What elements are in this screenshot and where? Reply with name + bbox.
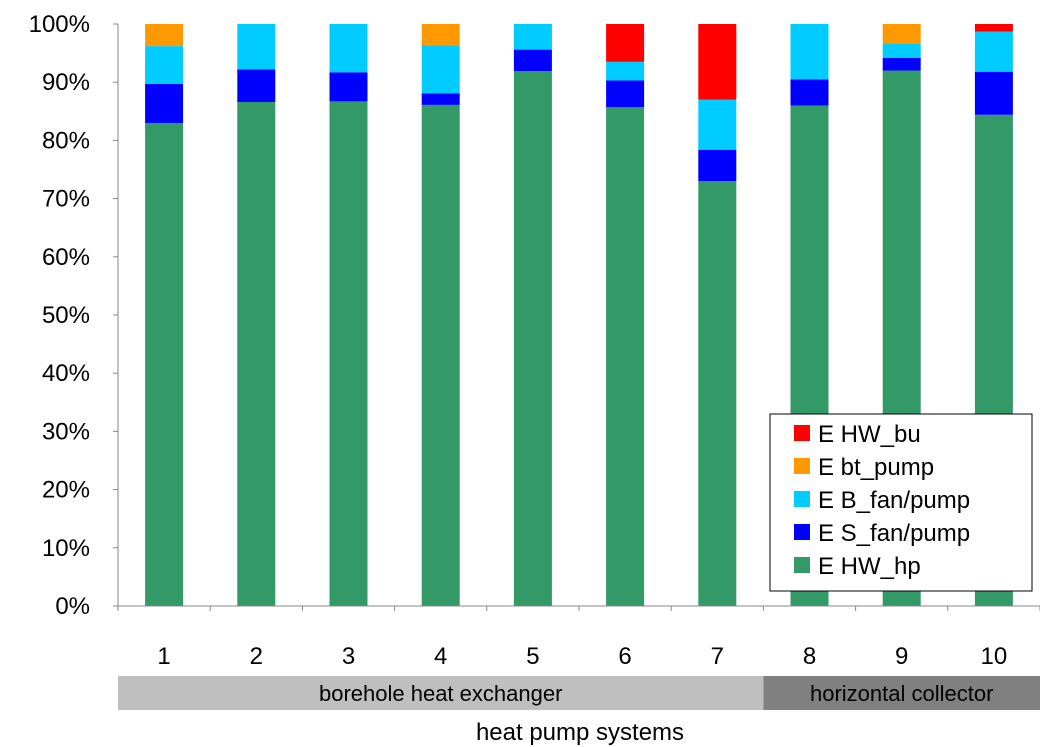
x-axis: 1 2 3 4 5 6 7 8 9 10 <box>117 605 1040 670</box>
group-band <box>118 676 764 710</box>
bar-segment <box>698 181 737 606</box>
y-tick-label: 100% <box>29 11 90 38</box>
bar-segment <box>790 79 829 106</box>
legend-swatch <box>794 458 810 474</box>
bar-segment <box>329 101 368 606</box>
bar-segment <box>698 149 737 182</box>
legend-box <box>769 413 1033 592</box>
legend-label: E HW_bu <box>818 421 921 448</box>
bar-segment <box>421 24 460 46</box>
bar-segment <box>421 104 460 606</box>
bar-segment <box>698 99 737 150</box>
y-tick-label: 80% <box>42 127 90 154</box>
bar-segment <box>698 24 737 100</box>
y-tick-label: 70% <box>42 186 90 213</box>
y-tick-label: 20% <box>42 477 90 504</box>
legend-label: E S_fan/pump <box>818 520 970 547</box>
bar-segment <box>237 101 276 606</box>
bar-segment <box>145 46 184 84</box>
y-tick-label: 60% <box>42 244 90 271</box>
x-tick-label: 9 <box>895 643 908 670</box>
bar-segment <box>513 49 552 72</box>
bars <box>145 24 1013 607</box>
y-axis: 0% 10% 20% 30% 40% 50% 60% 70% 80% 90% 100% <box>29 11 119 620</box>
bar-segment <box>513 71 552 607</box>
legend-swatch <box>794 491 810 507</box>
y-tick-label: 0% <box>55 593 90 620</box>
bar-segment <box>606 80 645 108</box>
category-groups: borehole heat exchanger horizontal collec… <box>118 676 1040 710</box>
x-axis-label: heat pump systems <box>476 719 684 746</box>
bar-segment <box>237 24 276 70</box>
legend-label: E bt_pump <box>818 454 934 481</box>
y-tick-label: 90% <box>42 69 90 96</box>
bar-segment <box>882 24 921 44</box>
legend-label: E HW_hp <box>818 553 921 580</box>
x-tick-label: 5 <box>526 643 539 670</box>
bar-segment <box>421 45 460 94</box>
y-tick-label: 50% <box>42 302 90 329</box>
legend-swatch <box>794 557 810 573</box>
bar-segment <box>421 93 460 105</box>
bar-segment <box>513 24 552 50</box>
bar-segment <box>606 61 645 81</box>
bar-segment <box>974 71 1013 115</box>
x-tick-label: 3 <box>342 643 355 670</box>
group-label: horizontal collector <box>810 681 993 706</box>
bar-segment <box>329 24 368 73</box>
legend-swatch <box>794 425 810 441</box>
x-tick-label: 2 <box>250 643 263 670</box>
bar-segment <box>145 24 184 47</box>
bar-segment <box>329 72 368 102</box>
x-tick-label: 10 <box>981 643 1008 670</box>
bar-segment <box>882 43 921 58</box>
x-tick-label: 1 <box>157 643 170 670</box>
bar-segment <box>974 31 1013 72</box>
group-band <box>763 676 1040 710</box>
bar-segment <box>606 107 645 606</box>
group-label: borehole heat exchanger <box>319 681 562 706</box>
bar-segment <box>145 122 184 606</box>
x-tick-label: 6 <box>618 643 631 670</box>
bar-segment <box>606 24 645 62</box>
x-tick-label: 7 <box>711 643 724 670</box>
x-tick-label: 4 <box>434 643 447 670</box>
y-tick-label: 10% <box>42 535 90 562</box>
legend: E HW_bu E bt_pump E B_fan/pump E S_fan/pump… <box>769 413 1033 592</box>
bar-segment <box>237 69 276 102</box>
bar-segment <box>974 24 1013 32</box>
y-tick-label: 30% <box>42 418 90 445</box>
x-tick-label: 8 <box>803 643 816 670</box>
bar-segment <box>882 57 921 71</box>
bar-segment <box>790 24 829 80</box>
legend-label: E B_fan/pump <box>818 487 970 514</box>
y-tick-label: 40% <box>42 360 90 387</box>
bar-segment <box>145 83 184 123</box>
legend-swatch <box>794 524 810 540</box>
